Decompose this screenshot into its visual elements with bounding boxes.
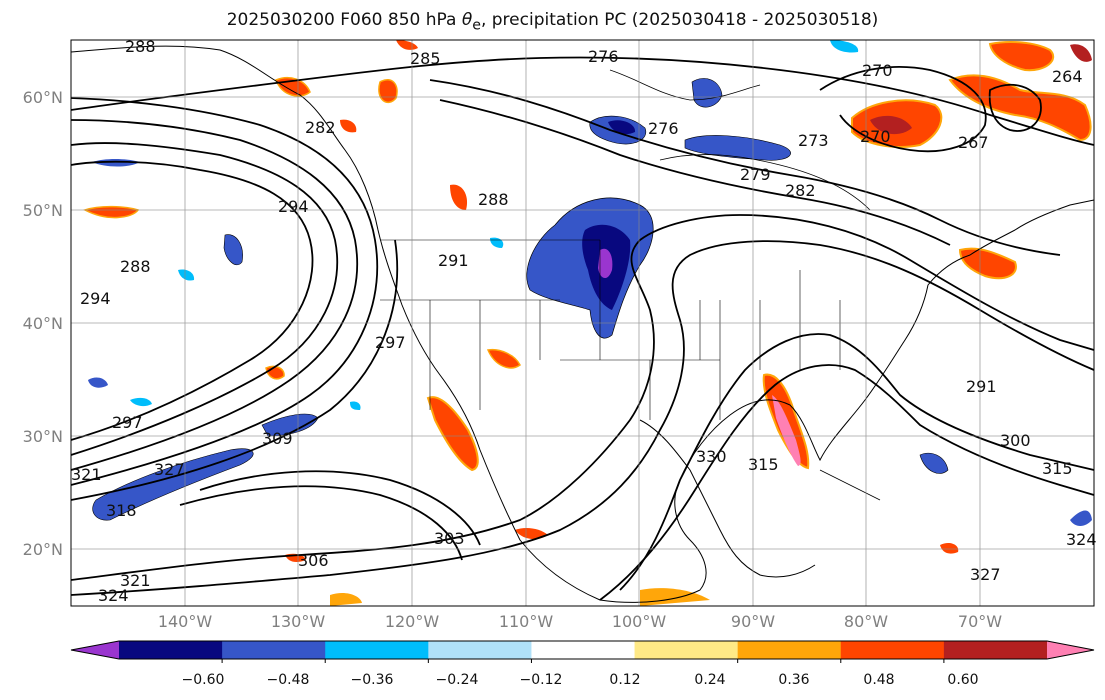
colorbar-segment [325,641,429,659]
colorbar [70,640,1095,663]
colorbar-segment [943,641,1048,659]
coastlines [70,45,1095,603]
contour-label: 285 [410,49,441,68]
colorbar-segment [222,641,326,659]
lon-label-110w: 110°W [499,612,554,631]
colorbar-tick-label: 0.60 [947,672,978,688]
lon-label-70w: 70°W [958,612,1002,631]
contour-label: 288 [478,190,509,209]
colorbar-segment [119,641,223,659]
contour-label: 273 [798,131,829,150]
contour-label: 315 [1042,459,1073,478]
contour-label: 324 [98,586,129,605]
lat-label-50n: 50°N [23,201,63,220]
contour-label: 264 [1052,67,1083,86]
contour-label: 321 [120,571,151,590]
colorbar-tick-label: −0.24 [436,672,479,688]
contour-label: 294 [278,197,309,216]
colorbar-segment [428,641,532,659]
contour-label: 291 [966,377,997,396]
colorbar-segment [531,641,636,659]
contour-label: 288 [120,257,151,276]
latitude-labels: 60°N 50°N 40°N 30°N 20°N [23,88,63,559]
lon-label-90w: 90°W [731,612,775,631]
lat-label-60n: 60°N [23,88,63,107]
contour-label: 303 [434,529,465,548]
contour-label: 330 [696,447,727,466]
colorbar-tick-label: 0.12 [609,672,640,688]
colorbar-tick-label: −0.48 [267,672,310,688]
longitude-labels: 140°W 130°W 120°W 110°W 100°W 90°W 80°W … [158,612,1002,631]
contour-label: 324 [1066,530,1097,549]
contour-label: 297 [112,413,143,432]
colorbar-tick-label: 0.24 [694,672,725,688]
negative-precip-areas [88,40,1092,526]
contour-label: 276 [588,47,619,66]
contour-label: 321 [71,465,102,484]
contour-label: 270 [862,61,893,80]
contour-label: 309 [262,429,293,448]
contour-labels: 288 285 276 270 264 282 276 273 270 267 … [71,37,1097,605]
contour-label: 291 [438,251,469,270]
contour-label: 282 [785,181,816,200]
contour-label: 300 [1000,431,1031,450]
contour-label: 267 [958,133,989,152]
colorbar-segment [737,641,842,659]
contour-label: 318 [106,501,137,520]
colorbar-tick-label: −0.60 [182,672,225,688]
positive-precip-areas [83,40,1092,606]
plot-frame [70,39,1095,607]
colorbar-tick-labels: −0.60 −0.48 −0.36 −0.24 −0.12 0.12 0.24 … [182,672,979,688]
colorbar-extend-min [71,641,119,659]
contour-label: 306 [298,551,329,570]
colorbar-tick-label: −0.36 [351,672,394,688]
lon-label-80w: 80°W [844,612,888,631]
contour-label: 297 [375,333,406,352]
map-title: 2025030200 F060 850 hPa θe, precipitatio… [226,10,879,34]
lon-label-100w: 100°W [612,612,667,631]
lat-label-30n: 30°N [23,427,63,446]
colorbar-tick-label: 0.36 [778,672,809,688]
contour-label: 327 [154,460,185,479]
colorbar-tick-label: −0.12 [520,672,563,688]
lon-label-130w: 130°W [271,612,326,631]
colorbar-segment [634,641,739,659]
contour-label: 294 [80,289,111,308]
lon-label-120w: 120°W [385,612,440,631]
colorbar-tick-label: 0.48 [863,672,894,688]
lon-label-140w: 140°W [158,612,213,631]
contour-label: 270 [860,127,891,146]
contour-label: 276 [648,119,679,138]
contour-label: 279 [740,165,771,184]
colorbar-segment [840,641,945,659]
lat-label-40n: 40°N [23,314,63,333]
theta-e-contours [70,56,1095,601]
colorbar-extend-max [1047,641,1094,659]
contour-label: 327 [970,565,1001,584]
contour-label: 282 [305,118,336,137]
graticule [71,40,1094,606]
contour-label: 288 [125,37,156,56]
lat-label-20n: 20°N [23,540,63,559]
colorbar-outline [70,640,1095,660]
contour-label: 315 [748,455,779,474]
